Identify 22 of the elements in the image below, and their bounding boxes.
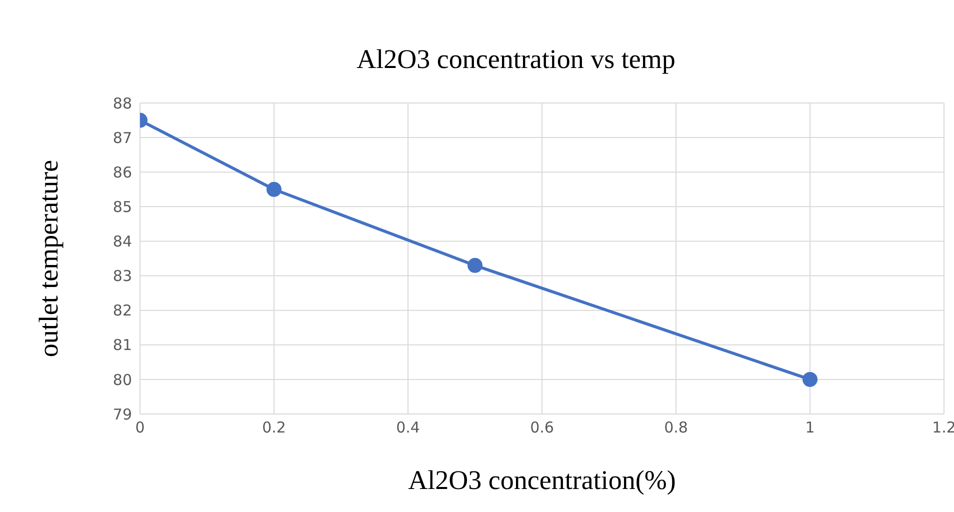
chart-title: Al2O3 concentration vs temp xyxy=(356,44,676,75)
y-tick-label: 79 xyxy=(112,405,132,424)
y-axis-title: outlet temperature xyxy=(34,160,64,358)
y-tick-label: 88 xyxy=(112,94,132,112)
y-tick-label: 82 xyxy=(112,302,132,320)
x-tick-label: 0.8 xyxy=(664,418,688,437)
point xyxy=(468,258,482,273)
x-axis-title: Al2O3 concentration(%) xyxy=(408,465,676,495)
x-tick-label: 1 xyxy=(805,418,815,437)
y-tick-label: 87 xyxy=(112,128,132,147)
point xyxy=(266,182,282,197)
point xyxy=(802,372,818,387)
x-tick-label: 0.6 xyxy=(530,418,554,437)
y-tick-label: 83 xyxy=(112,267,132,286)
y-tick-label: 80 xyxy=(112,370,132,389)
x-tick-label: 0.2 xyxy=(262,418,286,437)
y-tick-label: 84 xyxy=(112,232,132,251)
y-tick-label: 85 xyxy=(112,198,132,216)
y-tick-label: 86 xyxy=(112,163,132,182)
x-tick-label: 0.4 xyxy=(396,418,420,437)
y-tick-label: 81 xyxy=(112,336,132,354)
x-tick-label: 0 xyxy=(135,418,145,437)
